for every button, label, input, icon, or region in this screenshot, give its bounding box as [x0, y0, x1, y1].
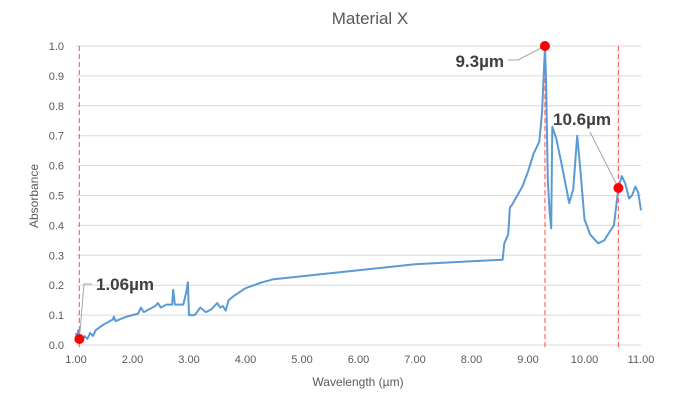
annotation-leader-line	[78, 283, 92, 340]
y-tick-label: 0.2	[49, 280, 64, 292]
annotation-label: 1.06µm	[96, 275, 154, 294]
y-tick-label: 0.8	[49, 101, 64, 113]
y-tick-label: 0.5	[49, 191, 64, 203]
x-tick-label: 8.00	[461, 354, 482, 366]
data-marker	[539, 41, 550, 51]
y-tick-label: 0.3	[49, 250, 64, 262]
x-tick-label: 7.00	[404, 354, 425, 366]
annotation-label: 9.3µm	[455, 52, 504, 71]
series-line	[75, 45, 642, 343]
y-tick-label: 0.7	[49, 131, 64, 143]
y-axis-label: Absorbance	[27, 164, 41, 228]
y-tick-label: 1.0	[49, 41, 64, 53]
x-tick-label: 6.00	[348, 354, 369, 366]
annotation-leader-line	[508, 45, 546, 61]
y-tick-label: 0.1	[49, 310, 64, 322]
x-axis-label: Wavelength (µm)	[312, 375, 403, 389]
x-tick-label: 2.00	[122, 354, 143, 366]
x-tick-label: 9.00	[517, 354, 538, 366]
chart-title: Material X	[332, 9, 409, 28]
y-tick-label: 0.6	[49, 161, 64, 173]
x-tick-label: 4.00	[235, 354, 256, 366]
annotation-leader-line	[589, 131, 619, 189]
y-tick-label: 0.0	[49, 340, 64, 352]
data-marker	[74, 334, 85, 345]
y-tick-label: 0.9	[49, 71, 64, 83]
x-tick-label: 10.00	[571, 354, 599, 366]
x-tick-label: 11.00	[628, 354, 655, 366]
x-tick-label: 1.00	[65, 354, 86, 366]
y-tick-label: 0.4	[49, 220, 64, 232]
data-marker	[613, 183, 624, 194]
x-tick-label: 3.00	[178, 354, 199, 366]
annotation-label: 10.6µm	[553, 110, 611, 129]
x-tick-label: 5.00	[291, 354, 312, 366]
